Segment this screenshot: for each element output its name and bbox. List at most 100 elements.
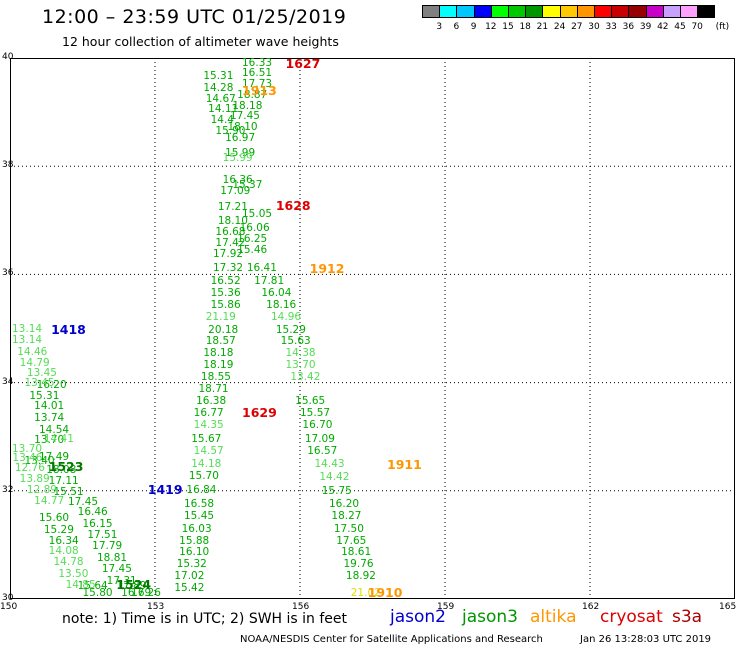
swh-reading: 20.18 (208, 323, 239, 336)
map-frame (10, 58, 735, 599)
swh-reading: 16.20 (329, 497, 360, 510)
swh-reading: 14.35 (193, 418, 224, 431)
swh-reading: 14.96 (271, 310, 302, 323)
credit-line: NOAA/NESDIS Center for Satellite Applica… (240, 634, 543, 645)
y-tick-label: 38 (2, 160, 14, 171)
footnote: note: 1) Time is in UTC; 2) SWH is in fe… (62, 611, 348, 627)
swh-reading: 18.81 (97, 551, 128, 564)
swh-reading: 17.26 (130, 587, 161, 599)
pass-time-label: 1523 (48, 459, 84, 475)
swh-reading: 16.04 (261, 286, 292, 299)
swh-reading: 14.67 (205, 92, 236, 105)
x-tick-label: 153 (147, 602, 165, 612)
pass-time-label: 1629 (242, 404, 277, 420)
satellite-cryosat: cryosat (600, 607, 663, 627)
swh-reading: 14.78 (53, 556, 84, 569)
legend-unit: (ft) (715, 22, 730, 32)
swh-reading: 17.21 (217, 200, 248, 213)
swh-reading: 14.01 (34, 400, 65, 413)
x-tick-label: 156 (292, 602, 310, 612)
legend-label: 12 (485, 22, 497, 32)
swh-reading: 15.63 (280, 335, 311, 348)
swh-reading: 15.80 (82, 587, 113, 599)
swh-reading: 17.73 (242, 77, 273, 90)
swh-reading: 14.38 (285, 347, 316, 360)
swh-reading: 17.11 (48, 475, 79, 488)
swh-reading: 16.51 (242, 67, 273, 80)
swh-reading: 17.49 (39, 451, 70, 464)
swh-reading: 15.70 (188, 469, 219, 482)
swh-reading: 15.60 (39, 511, 70, 524)
swh-reading: 18.18 (203, 347, 234, 360)
legend-swatch (697, 5, 716, 18)
swh-reading: 13.89 (19, 472, 50, 485)
satellite-s3a: s3a (672, 607, 703, 627)
swh-reading: 15.88 (179, 534, 210, 547)
swh-reading: 13.45 (24, 376, 55, 389)
legend-label: 33 (605, 22, 617, 32)
swh-reading: 12.76 (14, 462, 45, 475)
swh-reading: 17.81 (254, 274, 285, 287)
swh-reading: 16.03 (181, 522, 212, 535)
swh-reading: 17.42 (215, 237, 246, 250)
swh-reading: 13.70 (285, 359, 316, 372)
swh-reading: 12.89 (26, 483, 57, 496)
x-tick-label: 165 (719, 602, 737, 612)
swh-reading: 16.20 (36, 378, 67, 391)
swh-reading: 16.46 (77, 506, 108, 519)
page-subtitle: 12 hour collection of altimeter wave hei… (62, 34, 339, 49)
swh-reading: 13.14 (12, 322, 43, 335)
swh-reading: 19.76 (343, 558, 374, 571)
swh-reading: 18.19 (203, 359, 234, 372)
swh-reading: 15.99 (222, 152, 253, 165)
swh-reading: 15.36 (210, 286, 241, 299)
swh-reading: 13.50 (58, 568, 89, 581)
swh-reading: 17.02 (174, 570, 205, 583)
swh-reading: 14.79 (19, 357, 50, 370)
pass-time-label: 1912 (309, 260, 345, 276)
swh-reading: 15.31 (203, 70, 234, 83)
swh-reading: 15.05 (242, 207, 273, 220)
swh-reading: 13.45 (26, 366, 57, 379)
swh-reading: 18.55 (200, 371, 231, 384)
swh-reading: 16.34 (48, 534, 79, 547)
swh-reading: 17.09 (304, 432, 335, 445)
swh-reading: 14.28 (203, 82, 234, 95)
swh-reading: 17.45 (229, 110, 260, 123)
swh-reading: 16.70 (302, 418, 333, 431)
legend-label: 15 (502, 22, 514, 32)
swh-reading: 13.40 (24, 454, 55, 467)
legend-label: 30 (588, 22, 600, 32)
swh-reading: 17.45 (68, 495, 99, 508)
swh-reading: 17.92 (213, 247, 244, 260)
swh-reading: 13.70 (12, 442, 43, 455)
x-tick-label: 150 (0, 602, 18, 612)
y-tick-label: 34 (2, 376, 14, 387)
swh-reading: 16.38 (196, 394, 227, 407)
swh-reading: 17.79 (92, 539, 123, 552)
legend-label: 3 (436, 22, 443, 32)
swh-reading: 16.33 (242, 57, 273, 70)
swh-reading: 15.29 (275, 323, 306, 336)
swh-reading: 21.19 (205, 310, 236, 323)
swh-reading: 17.45 (101, 562, 132, 575)
swh-reading: 15.42 (174, 582, 205, 595)
swh-reading: 16.06 (239, 222, 270, 235)
swh-reading: 13.70 (34, 433, 65, 446)
swh-reading: 18.27 (331, 509, 362, 522)
legend-label: 36 (622, 22, 635, 32)
swh-reading: 15.90 (215, 125, 246, 138)
swh-reading: 16.68 (215, 226, 246, 239)
satellite-jason3: jason3 (462, 607, 518, 627)
pass-time-label: 1627 (285, 56, 321, 72)
swh-reading: 15.51 (53, 485, 84, 498)
swh-reading: 14.54 (39, 424, 70, 437)
pass-time-label: 1628 (275, 198, 311, 214)
swh-reading: 16.15 (82, 518, 113, 531)
legend-label: 70 (691, 22, 703, 32)
swh-reading: 17.32 (213, 261, 244, 274)
swh-reading: 15.65 (295, 394, 326, 407)
y-tick-label: 32 (2, 484, 14, 495)
legend-label: 18 (519, 22, 531, 32)
